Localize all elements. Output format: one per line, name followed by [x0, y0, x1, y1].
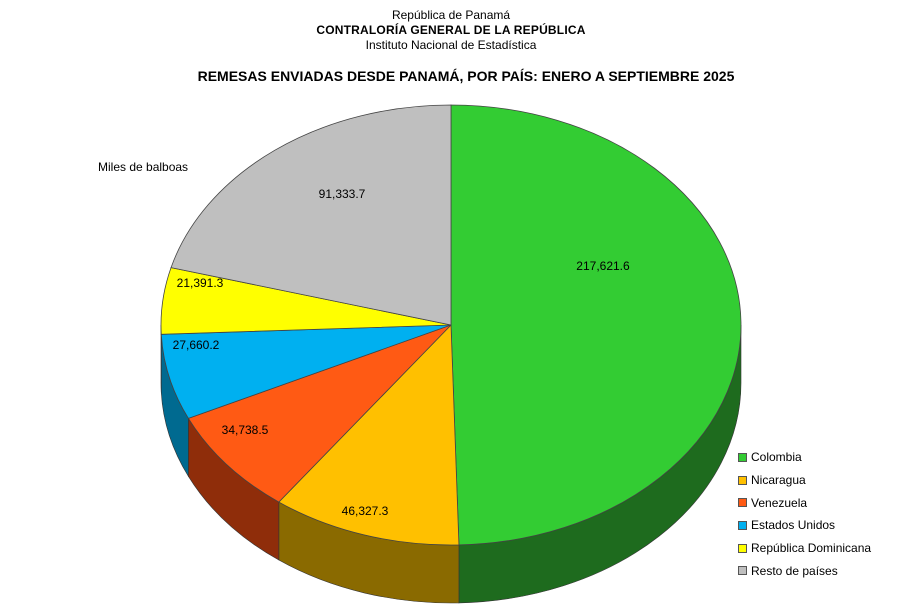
header-institution: CONTRALORÍA GENERAL DE LA REPÚBLICA [316, 23, 586, 37]
legend-item-nicaragua: Nicaragua [738, 469, 871, 492]
slice-venezuela [187, 324, 452, 503]
slice-estados-unidos [160, 324, 452, 419]
data-label-venezuela: 34,738.5 [222, 423, 269, 437]
slice-resto-de-paises [170, 104, 452, 326]
legend-item-venezuela: Venezuela [738, 491, 871, 514]
legend-swatch [738, 475, 747, 485]
legend-swatch [738, 566, 747, 576]
data-label-nicaragua: 46,327.3 [342, 504, 389, 518]
slice-nicaragua [278, 324, 460, 546]
data-label-estados-unidos: 27,660.2 [173, 338, 220, 352]
header-country: República de Panamá [391, 8, 511, 22]
legend-swatch [738, 520, 747, 530]
legend-label: República Dominicana [751, 541, 872, 556]
legend-swatch [738, 498, 747, 508]
legend-label: Venezuela [751, 495, 808, 510]
data-label-resto-de-paises: 91,333.7 [319, 187, 366, 201]
chart-title: REMESAS ENVIADAS DESDE PANAMÁ, POR PAÍS:… [197, 68, 735, 84]
slice-colombia [450, 104, 742, 546]
header-institute: Instituto Nacional de Estadística [365, 38, 537, 52]
legend-swatch [738, 543, 747, 553]
legend-item-republica-dominicana: República Dominicana [738, 537, 871, 560]
legend-label: Nicaragua [751, 473, 806, 488]
data-label-republica-dominicana: 21,391.3 [177, 276, 224, 290]
legend-item-estados-unidos: Estados Unidos [738, 514, 871, 537]
data-label-colombia: 217,621.6 [576, 259, 630, 273]
legend-label: Colombia [751, 450, 802, 465]
legend-label: Resto de países [751, 563, 838, 578]
legend-item-resto-de-paises: Resto de países [738, 559, 871, 582]
unit-label: Miles de balboas [98, 160, 189, 174]
legend-label: Estados Unidos [751, 518, 836, 533]
legend: Colombia Nicaragua Venezuela Estados Unidos… [738, 446, 871, 582]
legend-item-colombia: Colombia [738, 446, 871, 469]
legend-swatch [738, 452, 747, 462]
